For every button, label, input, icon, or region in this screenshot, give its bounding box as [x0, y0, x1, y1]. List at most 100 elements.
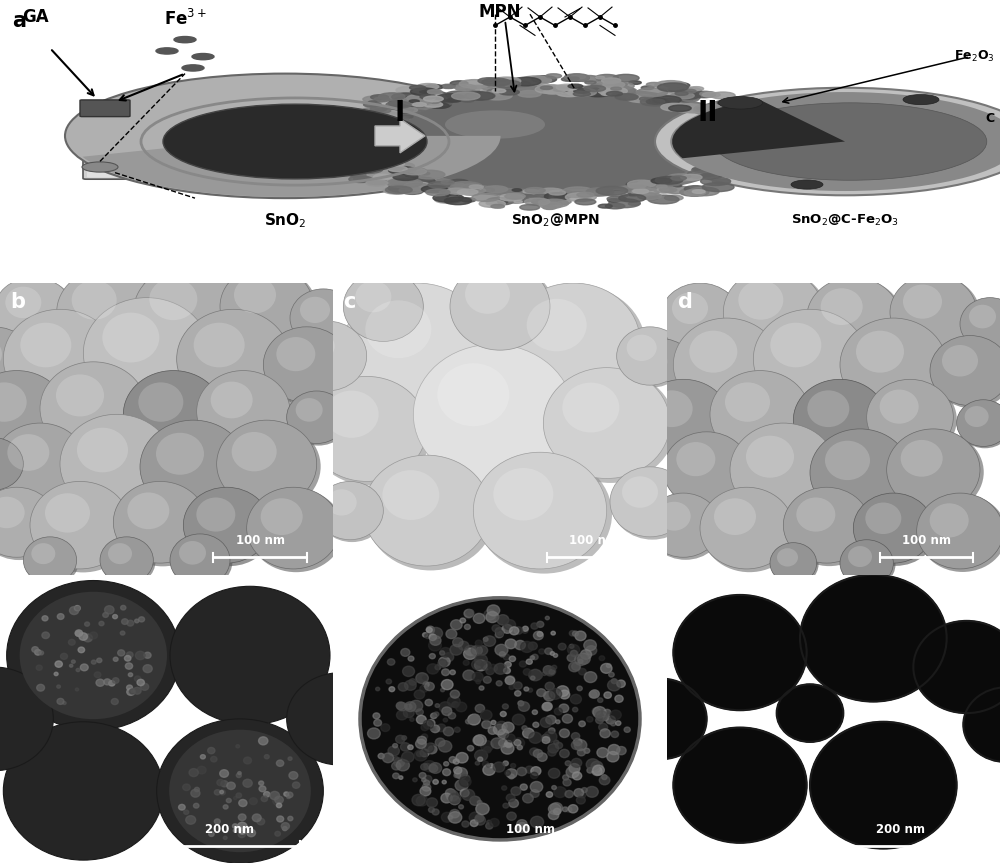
Circle shape — [289, 772, 298, 779]
Circle shape — [510, 627, 519, 635]
Circle shape — [574, 789, 584, 797]
Circle shape — [577, 749, 585, 756]
Circle shape — [713, 148, 732, 153]
FancyBboxPatch shape — [80, 100, 130, 117]
Circle shape — [628, 180, 655, 188]
Circle shape — [468, 715, 480, 725]
Circle shape — [238, 814, 246, 821]
Circle shape — [739, 167, 750, 170]
Circle shape — [738, 157, 757, 162]
Circle shape — [477, 800, 482, 804]
Circle shape — [409, 100, 419, 103]
Circle shape — [416, 709, 423, 715]
Circle shape — [492, 77, 521, 85]
Circle shape — [68, 639, 75, 646]
Circle shape — [424, 102, 443, 107]
Circle shape — [548, 728, 555, 734]
Circle shape — [435, 99, 447, 103]
Circle shape — [347, 125, 372, 132]
Circle shape — [377, 141, 388, 144]
Circle shape — [339, 140, 369, 148]
Circle shape — [648, 195, 679, 204]
Circle shape — [723, 268, 823, 356]
Circle shape — [674, 185, 682, 187]
Circle shape — [429, 639, 441, 651]
Circle shape — [748, 166, 765, 170]
Circle shape — [354, 161, 366, 164]
Circle shape — [619, 95, 637, 100]
Circle shape — [747, 123, 772, 129]
Circle shape — [3, 721, 163, 860]
Circle shape — [405, 702, 416, 712]
Circle shape — [428, 182, 450, 188]
Circle shape — [481, 661, 491, 670]
Circle shape — [72, 280, 117, 319]
Circle shape — [776, 138, 800, 145]
Circle shape — [515, 640, 525, 650]
Circle shape — [738, 280, 783, 319]
Circle shape — [423, 744, 434, 753]
Circle shape — [414, 750, 427, 761]
Circle shape — [387, 179, 419, 187]
Circle shape — [745, 135, 767, 142]
Circle shape — [427, 720, 435, 727]
Circle shape — [56, 375, 104, 417]
Circle shape — [743, 167, 757, 171]
Circle shape — [244, 757, 252, 764]
Circle shape — [746, 136, 771, 143]
Circle shape — [619, 194, 646, 202]
Circle shape — [535, 86, 550, 91]
Circle shape — [598, 79, 613, 83]
Circle shape — [560, 749, 569, 758]
Circle shape — [511, 764, 516, 768]
Circle shape — [391, 162, 414, 169]
Circle shape — [533, 722, 539, 728]
Circle shape — [432, 809, 439, 815]
Circle shape — [45, 494, 90, 532]
Circle shape — [821, 288, 863, 325]
Circle shape — [505, 639, 516, 649]
Circle shape — [796, 497, 835, 532]
Circle shape — [682, 175, 691, 178]
Circle shape — [500, 711, 506, 716]
Circle shape — [83, 298, 210, 408]
Circle shape — [465, 614, 472, 619]
Circle shape — [62, 416, 178, 518]
Circle shape — [433, 193, 463, 202]
Circle shape — [197, 370, 290, 452]
Circle shape — [563, 779, 571, 786]
Circle shape — [585, 81, 596, 84]
Circle shape — [118, 650, 125, 656]
Circle shape — [475, 654, 487, 665]
Circle shape — [480, 89, 493, 92]
Circle shape — [523, 189, 539, 194]
Circle shape — [586, 646, 597, 655]
Circle shape — [135, 268, 244, 362]
Circle shape — [435, 703, 439, 708]
Circle shape — [717, 100, 733, 105]
Circle shape — [700, 91, 716, 96]
Circle shape — [660, 283, 740, 353]
Circle shape — [314, 147, 328, 151]
Circle shape — [702, 92, 720, 98]
Circle shape — [464, 609, 473, 618]
Circle shape — [853, 493, 933, 563]
Circle shape — [382, 105, 414, 114]
Circle shape — [192, 54, 214, 60]
Circle shape — [531, 766, 541, 776]
Circle shape — [410, 88, 437, 96]
Circle shape — [462, 821, 469, 827]
Circle shape — [348, 149, 370, 155]
Circle shape — [505, 740, 512, 746]
Circle shape — [490, 818, 499, 827]
Circle shape — [454, 85, 476, 91]
Circle shape — [102, 312, 159, 362]
Circle shape — [718, 154, 728, 157]
Circle shape — [442, 780, 446, 784]
Circle shape — [758, 149, 775, 154]
Circle shape — [473, 614, 485, 623]
Circle shape — [423, 720, 434, 729]
Circle shape — [566, 807, 572, 812]
Circle shape — [542, 671, 546, 676]
Circle shape — [502, 704, 508, 709]
